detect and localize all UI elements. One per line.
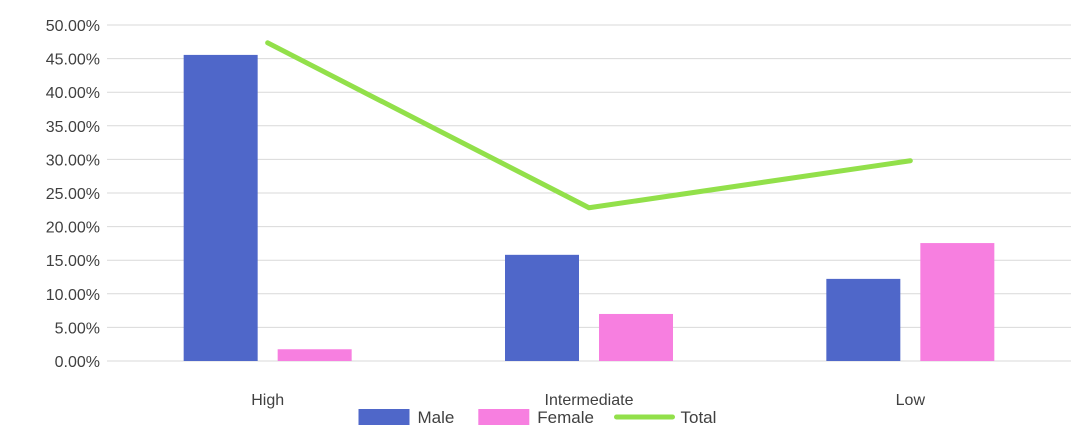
- legend-label-male: Male: [418, 408, 455, 427]
- y-tick-label: 35.00%: [46, 119, 100, 136]
- legend: Male Female Total: [358, 408, 717, 427]
- bar-female-intermediate: [599, 313, 673, 361]
- bars: [183, 54, 995, 362]
- bar-male-low: [826, 278, 901, 361]
- y-tick-label: 50.00%: [46, 18, 100, 35]
- line-total: [265, 40, 913, 211]
- y-tick-label: 25.00%: [46, 186, 100, 203]
- legend-label-female: Female: [537, 408, 594, 427]
- y-tick-label: 40.00%: [46, 85, 100, 102]
- bar-male-intermediate: [505, 254, 579, 361]
- bar-female-high: [277, 349, 352, 361]
- legend-label-total: Total: [681, 408, 717, 427]
- legend-swatch-male: [358, 409, 410, 425]
- bar-male-high: [183, 54, 258, 362]
- y-tick-label: 0.00%: [55, 354, 100, 371]
- y-axis-tick-labels: 0.00% 5.00% 10.00% 15.00% 20.00% 25.00% 30.00%…: [46, 18, 100, 371]
- y-tick-label: 15.00%: [46, 253, 100, 270]
- y-tick-label: 5.00%: [55, 320, 100, 337]
- total-line: [265, 40, 913, 211]
- y-tick-label: 10.00%: [46, 287, 100, 304]
- x-category-label: Intermediate: [545, 392, 634, 409]
- x-category-label: High: [251, 392, 284, 409]
- y-tick-label: 20.00%: [46, 220, 100, 237]
- gridlines: [107, 24, 1071, 362]
- y-tick-label: 30.00%: [46, 152, 100, 169]
- y-tick-label: 45.00%: [46, 52, 100, 69]
- bar-female-low: [920, 243, 995, 361]
- x-axis-category-labels: High Intermediate Low: [251, 392, 925, 409]
- x-category-label: Low: [896, 392, 926, 409]
- legend-swatch-female: [478, 409, 530, 425]
